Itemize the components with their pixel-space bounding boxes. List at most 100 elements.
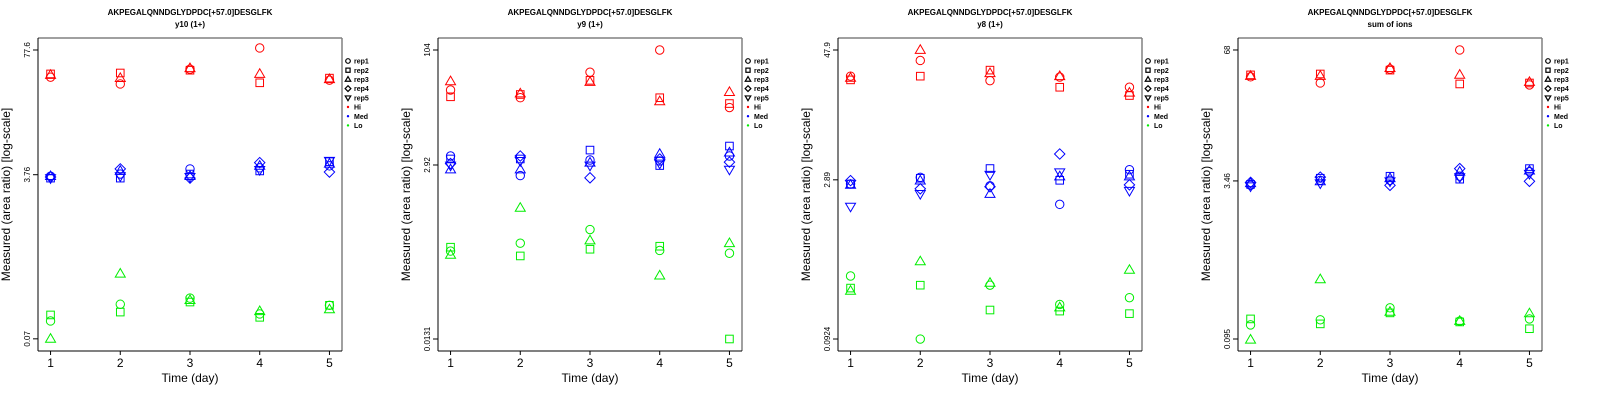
legend-label: rep2 <box>1554 68 1569 75</box>
chart-title: AKPEGALQNNDGLYDPDC[+57.0]DESGLFK <box>908 8 1073 17</box>
data-point-med-rep4 <box>1384 179 1396 192</box>
legend-marker-icon <box>1545 67 1551 73</box>
chart-panel: AKPEGALQNNDGLYDPDC[+57.0]DESGLFK y8 (1+) 1… <box>799 8 1169 385</box>
data-point-hi-rep2 <box>1055 82 1065 92</box>
data-point-med-rep5 <box>323 156 336 167</box>
data-point-lo-rep3 <box>844 284 857 295</box>
data-point-hi-rep1 <box>115 79 125 89</box>
legend-label: Hi <box>354 105 361 112</box>
x-tick-label: 1 <box>847 356 854 370</box>
data-point-lo-rep2 <box>325 300 334 310</box>
legend-dot-icon <box>346 124 350 127</box>
data-point-lo-rep1 <box>845 271 856 281</box>
data-point-med-rep5 <box>844 202 857 213</box>
x-tick-label: 3 <box>1387 356 1394 370</box>
data-point-med-rep5 <box>653 159 666 170</box>
data-point-lo-rep1 <box>515 238 525 248</box>
legend-diamond-icon <box>1144 84 1152 93</box>
chart-subtitle: sum of ions <box>1368 20 1413 29</box>
chart-panel: AKPEGALQNNDGLYDPDC[+57.0]DESGLFK sum of i… <box>1199 8 1569 385</box>
y-tick-label: 47.9 <box>823 42 832 58</box>
legend-label: rep3 <box>1154 77 1169 84</box>
data-point-lo-rep3 <box>323 303 336 314</box>
data-point-hi-rep2 <box>446 92 455 102</box>
legend-circle-icon <box>1145 58 1151 64</box>
data-point-med-rep5 <box>253 166 266 177</box>
legend-label: Hi <box>1154 105 1161 112</box>
data-point-med-rep4 <box>114 162 127 175</box>
data-point-hi-rep1 <box>1315 78 1325 88</box>
data-point-lo-rep2 <box>1525 324 1534 334</box>
legend-label: rep5 <box>754 95 769 102</box>
legend-dot-icon <box>1546 124 1550 127</box>
chart-subtitle: y8 (1+) <box>977 20 1003 29</box>
data-point-med-rep3 <box>1384 172 1396 183</box>
legend-triangle-down-icon <box>1144 95 1152 102</box>
data-point-lo-rep3 <box>914 255 927 266</box>
data-point-hi-rep2 <box>725 99 734 108</box>
chart-subtitle: y9 (1+) <box>577 20 603 29</box>
data-point-hi-rep2 <box>985 65 995 75</box>
y-tick-label: 0.095 <box>1223 328 1232 349</box>
x-tick-label: 5 <box>326 356 333 370</box>
x-tick-label: 2 <box>517 356 524 370</box>
data-point-lo-rep2 <box>585 244 595 254</box>
data-point-hi-rep3 <box>253 67 266 78</box>
legend-marker-icon <box>344 84 352 93</box>
legend-label: rep4 <box>1154 86 1169 93</box>
data-point-med-rep5 <box>723 165 736 176</box>
data-point-lo-rep1 <box>585 224 595 235</box>
data-point-med-rep3 <box>1244 177 1257 188</box>
data-point-med-rep5 <box>1244 182 1257 193</box>
data-point-med-rep5 <box>1523 169 1536 180</box>
data-point-lo-rep1 <box>1245 320 1256 330</box>
data-point-med-rep1 <box>1124 164 1135 175</box>
data-point-med-rep5 <box>984 170 996 182</box>
legend-label: rep2 <box>754 68 769 75</box>
data-point-med-rep5 <box>1123 186 1136 197</box>
legend-diamond-icon <box>344 84 352 93</box>
legend-label: Hi <box>754 105 761 112</box>
data-point-med-rep2 <box>585 145 595 155</box>
y-axis-label: Measured (area ratio) [log-scale] <box>799 108 813 281</box>
data-point-hi-rep3 <box>1453 68 1466 79</box>
data-point-lo-rep3 <box>184 293 196 305</box>
data-point-lo-rep3 <box>253 304 266 316</box>
x-tick-label: 4 <box>656 356 663 370</box>
data-point-lo-rep2 <box>1246 314 1255 324</box>
legend-label: Lo <box>754 123 763 130</box>
data-point-lo-rep1 <box>115 299 125 309</box>
data-point-lo-rep3 <box>44 332 57 343</box>
legend-label: rep4 <box>754 86 769 93</box>
x-tick-label: 4 <box>256 356 263 370</box>
y-axis-label: Measured (area ratio) [log-scale] <box>399 108 413 281</box>
data-point-lo-rep2 <box>846 283 855 293</box>
y-axis-label: Measured (area ratio) [log-scale] <box>1199 108 1213 281</box>
data-point-med-rep2 <box>725 141 734 151</box>
x-tick-label: 2 <box>1317 356 1324 370</box>
legend-triangle-down-icon <box>344 95 352 102</box>
legend-marker-icon <box>345 58 351 64</box>
legend-marker-icon <box>345 67 351 73</box>
data-point-hi-rep3 <box>444 75 457 86</box>
data-point-med-rep2 <box>446 154 455 164</box>
data-point-med-rep4 <box>323 166 336 178</box>
legend-diamond-icon <box>744 84 752 93</box>
data-point-hi-rep2 <box>1455 79 1465 89</box>
x-tick-label: 1 <box>47 356 54 370</box>
legend-dot-icon <box>346 105 350 109</box>
legend-label: Med <box>354 114 368 121</box>
data-point-med-rep5 <box>114 172 127 183</box>
data-point-hi-rep3 <box>114 71 127 83</box>
data-point-hi-rep3 <box>1123 86 1136 97</box>
legend-marker-icon <box>1544 84 1552 93</box>
legend-dot-icon <box>746 105 750 109</box>
data-point-med-rep1 <box>585 155 595 165</box>
legend-label: Lo <box>354 123 363 130</box>
data-point-lo-rep1 <box>1055 299 1065 310</box>
legend-circle-icon <box>345 58 351 64</box>
legend-dot-icon <box>1146 105 1150 109</box>
legend-marker-icon <box>344 95 352 102</box>
x-tick-label: 5 <box>1126 356 1133 370</box>
data-point-lo-rep3 <box>1314 273 1327 284</box>
